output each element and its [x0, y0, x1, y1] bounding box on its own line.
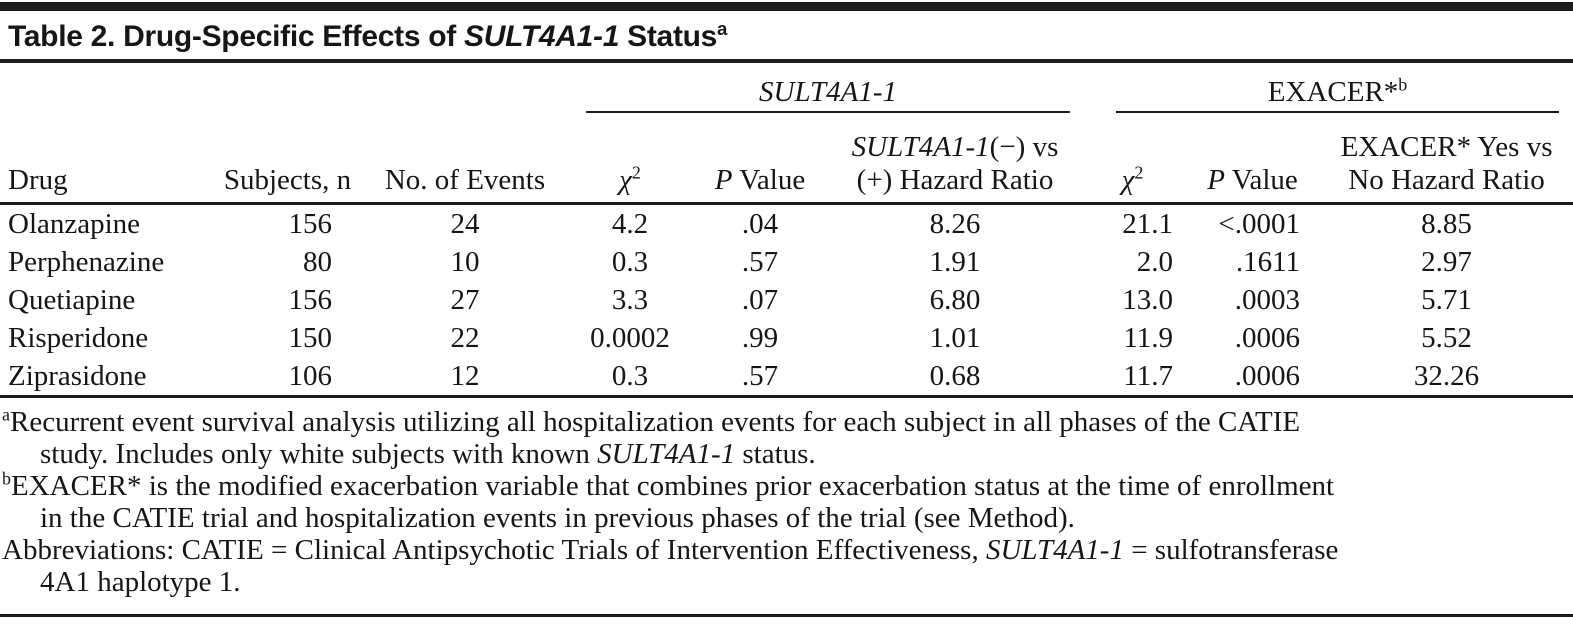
cell-events: 24: [450, 208, 480, 240]
table-row-quetiapine: Quetiapine 156 27 3.3 .07 6.80 13.0 .000…: [0, 281, 1573, 319]
cell-drug: Olanzapine: [8, 208, 141, 240]
cell-hazard-ratio-1: 1.01: [929, 322, 981, 354]
footnote-a-gene-italic: SULT4A1-1: [597, 438, 736, 470]
cell-subjects: 156: [288, 284, 333, 316]
col-header-chi-sq-2: χ2: [1080, 113, 1186, 205]
column-header-row: Drug Subjects, n No. of Events χ2 P Valu…: [0, 113, 1573, 205]
title-suffix: Status: [619, 20, 718, 53]
footnote-b-marker: b: [2, 468, 11, 489]
col-header-pvalue-1: P Value: [690, 113, 830, 205]
abbreviations-line2: 4A1 haplotype 1.: [40, 566, 241, 598]
cell-drug: Perphenazine: [8, 246, 165, 278]
cell-pvalue-2: .0006: [1234, 322, 1301, 354]
table-title: Table 2. Drug-Specific Effects of SULT4A…: [0, 11, 1573, 63]
cell-chi-sq-2: 2.0: [1136, 246, 1174, 278]
spanner-sult4a1-label: SULT4A1-1: [759, 76, 898, 108]
cell-pvalue-2: .0003: [1234, 284, 1301, 316]
cell-chi-sq-1: 3.3: [611, 284, 649, 316]
footnote-b-line1: bEXACER* is the modified exacerbation va…: [2, 468, 1335, 502]
footnote-b-line2: in the CATIE trial and hospitalization e…: [40, 502, 1075, 534]
cell-pvalue-1: .07: [741, 284, 779, 316]
cell-hazard-ratio-2: 5.52: [1421, 322, 1472, 354]
title-text: Table 2. Drug-Specific Effects of: [8, 20, 465, 53]
cell-hazard-ratio-1: 6.80: [929, 284, 981, 316]
footnotes: aRecurrent event survival analysis utili…: [0, 398, 1573, 598]
spanner-header-row: SULT4A1-1 EXACER*b: [0, 63, 1573, 113]
footnote-a-marker: a: [2, 404, 10, 425]
cell-hazard-ratio-2: 8.85: [1421, 208, 1472, 240]
abbreviations-gene-italic: SULT4A1-1: [985, 534, 1124, 566]
spanner-exacer-footnote-marker: b: [1398, 74, 1408, 95]
cell-pvalue-1: .57: [741, 246, 779, 278]
table-row-ziprasidone: Ziprasidone 106 12 0.3 .57 0.68 11.7 .00…: [0, 357, 1573, 398]
col-header-hazard-ratio-2: EXACER* Yes vs No Hazard Ratio: [1320, 113, 1573, 205]
cell-pvalue-2: .1611: [1235, 246, 1301, 278]
abbreviations-line1: Abbreviations: CATIE = Clinical Antipsyc…: [2, 534, 1339, 566]
cell-events: 22: [450, 322, 480, 354]
cell-pvalue-1: .04: [741, 208, 779, 240]
cell-subjects: 106: [215, 357, 360, 398]
drug-effects-table: SULT4A1-1 EXACER*b Drug Subjects, n No. …: [0, 63, 1573, 398]
col-header-hazard-ratio-1: SULT4A1-1(−) vs (+) Hazard Ratio: [830, 113, 1081, 205]
col-header-drug: Drug: [0, 113, 215, 205]
table-row-risperidone: Risperidone 150 22 0.0002 .99 1.01 11.9 …: [0, 319, 1573, 357]
cell-drug: Ziprasidone: [0, 357, 215, 398]
cell-subjects: 80: [303, 246, 332, 278]
table-row-perphenazine: Perphenazine 80 10 0.3 .57 1.91 2.0 .161…: [0, 243, 1573, 281]
spanner-sult4a1: SULT4A1-1: [570, 63, 1080, 113]
cell-subjects: 150: [288, 322, 333, 354]
cell-pvalue-1: .57: [690, 357, 830, 398]
table-row-olanzapine: Olanzapine 156 24 4.2 .04 8.26 21.1 <.00…: [0, 204, 1573, 244]
cell-drug: Risperidone: [8, 322, 149, 354]
cell-pvalue-1: .99: [741, 322, 779, 354]
top-rule-bar: [0, 2, 1573, 11]
spanner-spacer: [0, 63, 570, 113]
cell-drug: Quetiapine: [8, 284, 136, 316]
title-footnote-marker: a: [717, 18, 728, 39]
col-header-events: No. of Events: [360, 113, 570, 205]
cell-events: 27: [450, 284, 480, 316]
cell-hazard-ratio-1: 1.91: [929, 246, 981, 278]
title-gene-italic: SULT4A1-1: [464, 20, 620, 53]
cell-hazard-ratio-2: 32.26: [1320, 357, 1573, 398]
cell-events: 12: [360, 357, 570, 398]
col-header-chi-sq-1: χ2: [570, 113, 690, 205]
cell-pvalue-2: <.0001: [1218, 208, 1301, 240]
spanner-exacer-label: EXACER*: [1267, 76, 1399, 108]
footnote-a-line2: study. Includes only white subjects with…: [40, 438, 816, 470]
cell-chi-sq-1: 0.3: [611, 246, 649, 278]
bottom-rule-bar: [0, 614, 1573, 617]
spanner-exacer: EXACER*b: [1080, 63, 1573, 113]
cell-hazard-ratio-2: 2.97: [1421, 246, 1472, 278]
cell-chi-sq-2: 21.1: [1122, 208, 1174, 240]
cell-hazard-ratio-1: 8.26: [929, 208, 981, 240]
cell-chi-sq-1: 4.2: [611, 208, 649, 240]
cell-pvalue-2: .0006: [1185, 357, 1321, 398]
cell-hazard-ratio-1: 0.68: [830, 357, 1081, 398]
cell-chi-sq-2: 11.7: [1080, 357, 1186, 398]
cell-hazard-ratio-2: 5.71: [1421, 284, 1472, 316]
cell-chi-sq-2: 11.9: [1123, 322, 1174, 354]
footnote-a-line1: aRecurrent event survival analysis utili…: [2, 404, 1301, 438]
cell-chi-sq-1: 0.0002: [590, 322, 670, 354]
col-header-subjects: Subjects, n: [215, 113, 360, 205]
cell-chi-sq-2: 13.0: [1122, 284, 1174, 316]
cell-events: 10: [450, 246, 480, 278]
cell-chi-sq-1: 0.3: [570, 357, 690, 398]
col-header-pvalue-2: P Value: [1185, 113, 1321, 205]
cell-subjects: 156: [288, 208, 333, 240]
